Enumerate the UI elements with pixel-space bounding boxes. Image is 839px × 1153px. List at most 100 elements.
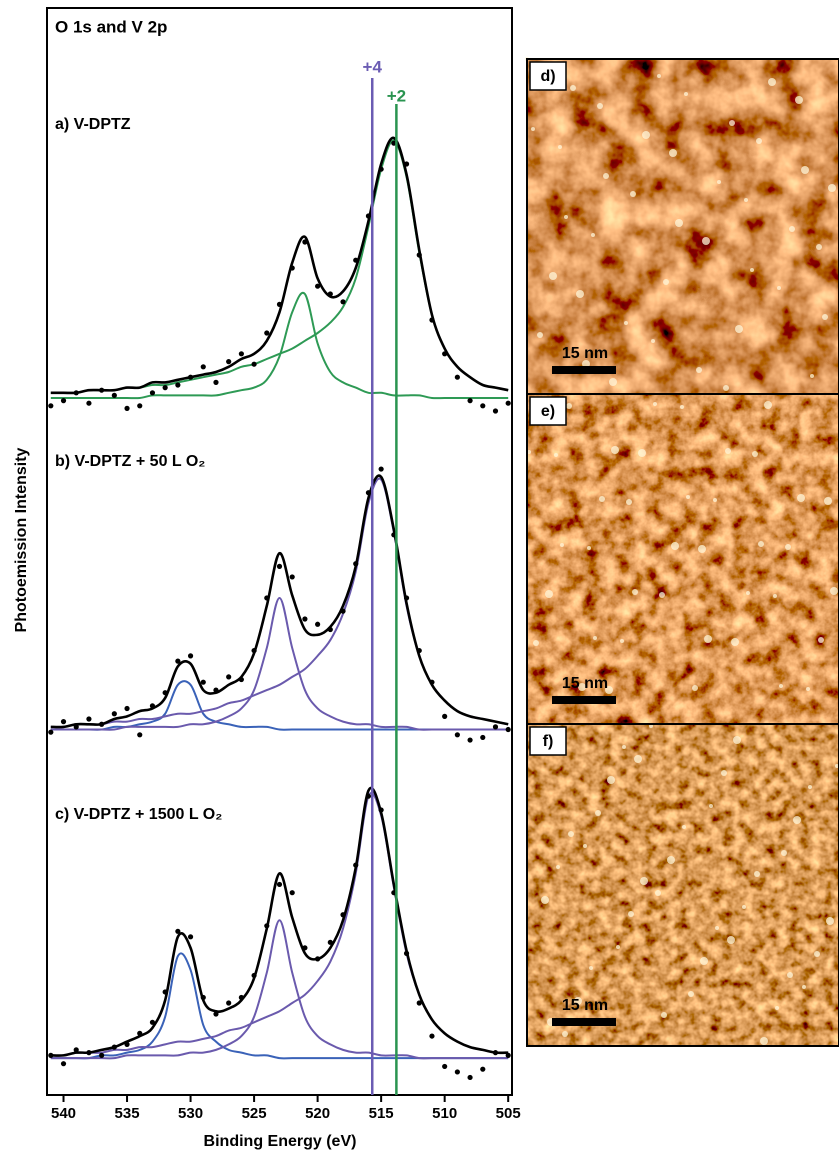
panel-label: a) V-DPTZ bbox=[55, 116, 131, 133]
data-point bbox=[442, 713, 448, 719]
stm-feature bbox=[704, 635, 712, 643]
data-point bbox=[289, 574, 295, 580]
data-point bbox=[429, 1033, 435, 1039]
stm-feature bbox=[595, 810, 601, 816]
data-point bbox=[492, 408, 499, 414]
stm-feature bbox=[768, 78, 776, 86]
data-point bbox=[99, 721, 105, 727]
stm-feature bbox=[723, 385, 729, 391]
scale-bar bbox=[552, 696, 616, 704]
data-point bbox=[403, 161, 410, 167]
fit-envelope bbox=[50, 786, 509, 1057]
data-point bbox=[492, 1050, 499, 1056]
stm-feature bbox=[735, 325, 743, 333]
x-tick-label: 510 bbox=[432, 1105, 457, 1122]
stm-feature bbox=[564, 215, 568, 219]
data-point bbox=[454, 732, 460, 738]
data-point bbox=[505, 1052, 511, 1058]
data-point bbox=[60, 719, 67, 725]
stm-feature bbox=[686, 495, 690, 499]
stm-feature bbox=[721, 770, 727, 776]
data-point bbox=[251, 647, 257, 654]
data-point bbox=[251, 972, 257, 979]
scale-label: 15 nm bbox=[562, 997, 608, 1014]
stm-feature bbox=[688, 991, 694, 997]
data-point bbox=[403, 950, 410, 956]
stm-feature bbox=[669, 149, 677, 157]
image-label-box bbox=[529, 396, 567, 426]
scale-bar bbox=[552, 366, 616, 374]
stm-feature bbox=[655, 890, 661, 896]
stm-feature bbox=[700, 957, 708, 965]
data-point bbox=[251, 361, 257, 367]
stm-feature bbox=[628, 911, 634, 917]
data-point bbox=[162, 989, 168, 995]
data-point bbox=[378, 166, 384, 172]
data-point bbox=[60, 1061, 67, 1067]
stm-feature bbox=[729, 120, 735, 126]
stm-feature bbox=[589, 966, 593, 970]
data-point bbox=[327, 626, 333, 633]
stm-feature bbox=[797, 494, 805, 502]
data-point bbox=[175, 928, 181, 934]
x-tick-label: 540 bbox=[51, 1105, 76, 1122]
stm-feature bbox=[578, 683, 586, 691]
stm-feature bbox=[597, 103, 603, 109]
data-point bbox=[124, 1041, 130, 1047]
data-point bbox=[99, 387, 105, 393]
stm-feature bbox=[793, 816, 801, 824]
stm-feature bbox=[758, 541, 764, 547]
data-point bbox=[187, 934, 194, 940]
fit-component bbox=[50, 291, 509, 400]
x-tick-label: 525 bbox=[242, 1105, 267, 1122]
data-point bbox=[353, 257, 359, 263]
stm-feature bbox=[822, 314, 828, 320]
data-point bbox=[124, 705, 130, 712]
data-point bbox=[86, 1050, 92, 1056]
stm-feature bbox=[725, 448, 731, 454]
data-point bbox=[315, 283, 321, 289]
data-point bbox=[505, 400, 511, 406]
stm-feature bbox=[545, 590, 553, 598]
data-point bbox=[111, 1044, 117, 1050]
stm-feature bbox=[653, 402, 657, 406]
stm-feature bbox=[684, 92, 688, 96]
x-tick-label: 520 bbox=[305, 1105, 330, 1122]
stm-feature bbox=[715, 926, 719, 930]
stm-feature bbox=[717, 180, 721, 184]
image-label: f) bbox=[543, 733, 554, 750]
data-point bbox=[226, 359, 232, 365]
data-point bbox=[175, 382, 181, 388]
data-point bbox=[302, 945, 308, 951]
data-point bbox=[289, 265, 295, 271]
stm-feature bbox=[605, 686, 613, 694]
data-point bbox=[86, 716, 92, 722]
stm-feature bbox=[599, 496, 605, 502]
data-point bbox=[73, 724, 79, 730]
data-point bbox=[162, 385, 168, 391]
scale-label: 15 nm bbox=[562, 675, 608, 692]
stm-feature bbox=[675, 219, 683, 227]
x-tick-label: 530 bbox=[178, 1105, 203, 1122]
fit-component bbox=[50, 791, 509, 1057]
data-point bbox=[162, 690, 168, 696]
stm-feature bbox=[731, 638, 739, 646]
stm-image bbox=[527, 59, 839, 394]
data-point bbox=[264, 923, 270, 929]
stm-feature bbox=[657, 74, 661, 78]
stm-feature bbox=[609, 378, 617, 386]
stm-feature bbox=[702, 237, 710, 245]
stm-feature bbox=[558, 145, 562, 149]
data-point bbox=[238, 994, 244, 1001]
stm-feature bbox=[533, 640, 539, 646]
data-point bbox=[276, 301, 283, 307]
stm-feature bbox=[795, 96, 803, 104]
data-point bbox=[378, 807, 384, 813]
data-point bbox=[213, 379, 219, 385]
stm-feature bbox=[671, 542, 679, 550]
data-point bbox=[213, 687, 219, 693]
stm-feature bbox=[746, 591, 750, 595]
image-label: e) bbox=[541, 403, 555, 420]
stm-feature bbox=[651, 339, 655, 343]
